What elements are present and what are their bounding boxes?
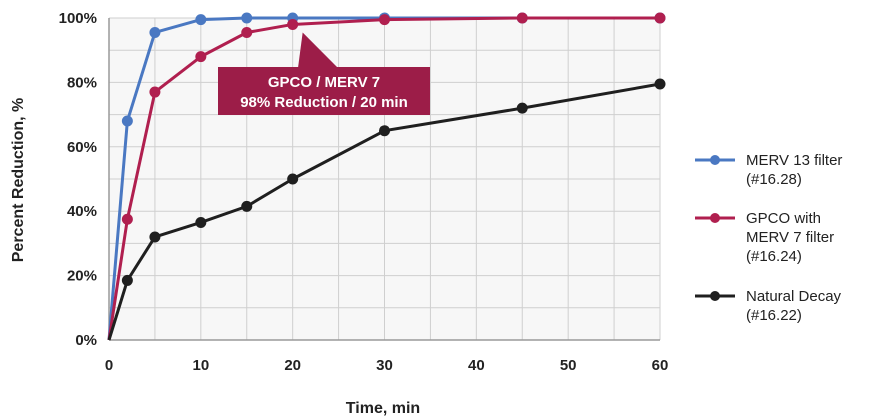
x-tick-label: 10	[192, 357, 209, 374]
data-point	[241, 200, 253, 212]
y-tick-label: 20%	[67, 268, 97, 285]
legend-item-1: MERV 13 filter (#16.28)	[695, 152, 842, 188]
callout-pointer	[298, 32, 338, 68]
callout-text: GPCO / MERV 7	[268, 74, 380, 91]
y-tick-label: 40%	[67, 203, 97, 220]
callout-text: 98% Reduction / 20 min	[240, 94, 408, 111]
legend-label: Natural Decay	[746, 288, 842, 305]
data-point	[654, 12, 666, 24]
series-lines	[107, 12, 666, 341]
data-point	[149, 86, 161, 98]
y-tick-label: 100%	[59, 10, 97, 27]
axes: 0 10 20 30 40 50 60 0% 20% 40% 60% 80% 100%	[59, 10, 669, 374]
legend-item-3: Natural Decay (#16.22)	[695, 288, 842, 324]
data-point	[241, 12, 253, 24]
legend-label: (#16.22)	[746, 307, 802, 324]
x-tick-label: 30	[376, 357, 393, 374]
data-point	[379, 125, 390, 137]
legend-item-2: GPCO with MERV 7 filter (#16.24)	[695, 210, 834, 265]
legend: MERV 13 filter (#16.28) GPCO with MERV 7 fi…	[695, 152, 842, 324]
data-point	[195, 14, 207, 26]
data-point	[121, 115, 133, 127]
data-point	[241, 26, 253, 38]
data-point	[121, 213, 133, 225]
data-point	[195, 51, 207, 63]
legend-label: (#16.24)	[746, 248, 802, 265]
data-point	[516, 102, 528, 114]
data-point	[195, 216, 207, 228]
y-tick-label: 0%	[75, 332, 97, 349]
y-axis-title: Percent Reduction, %	[10, 98, 27, 262]
x-tick-label: 60	[652, 357, 669, 374]
data-point	[516, 12, 528, 24]
x-tick-label: 0	[105, 357, 113, 374]
x-tick-label: 40	[468, 357, 485, 374]
legend-label: MERV 7 filter	[746, 229, 834, 246]
x-axis-title: Time, min	[346, 400, 420, 417]
series-2	[107, 12, 666, 341]
grid	[108, 17, 661, 341]
y-tick-label: 80%	[67, 74, 97, 91]
data-point	[287, 173, 299, 185]
series-3	[107, 78, 666, 341]
data-point	[654, 78, 666, 90]
legend-label: GPCO with	[746, 210, 821, 227]
data-point	[287, 18, 299, 30]
legend-label: (#16.28)	[746, 171, 802, 188]
callout-box	[218, 67, 430, 115]
x-tick-label: 50	[560, 357, 577, 374]
x-tick-label: 20	[284, 357, 301, 374]
callout: GPCO / MERV 7 98% Reduction / 20 min	[218, 32, 430, 115]
data-point	[149, 26, 161, 38]
legend-marker	[710, 291, 720, 301]
legend-label: MERV 13 filter	[746, 152, 842, 169]
data-point	[379, 14, 390, 26]
data-point	[149, 231, 161, 243]
legend-marker	[710, 213, 720, 223]
y-tick-label: 60%	[67, 139, 97, 156]
legend-marker	[710, 155, 720, 165]
data-point	[121, 274, 133, 286]
